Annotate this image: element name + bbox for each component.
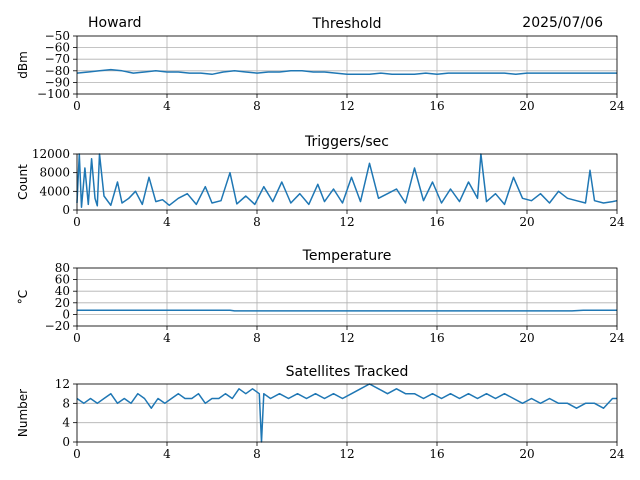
- x-tick-label: 24: [609, 215, 625, 229]
- header-date: 2025/07/06: [522, 15, 603, 31]
- x-tick-label: 0: [73, 331, 81, 345]
- x-tick-label: 16: [429, 99, 444, 113]
- x-tick-label: 16: [429, 215, 444, 229]
- y-tick-label: −70: [45, 52, 70, 66]
- series-line: [76, 153, 618, 208]
- x-tick-label: 8: [253, 331, 261, 345]
- y-tick-label: 4000: [39, 184, 70, 198]
- x-tick-label: 0: [73, 447, 81, 461]
- y-tick-label: 8000: [39, 166, 70, 180]
- chart-panel-4: 0 4 8 12 16 20 24 0 4 8 12 Satellites Tracked Number: [16, 364, 625, 461]
- y-tick-label: 20: [55, 296, 70, 310]
- y-tick-label: −90: [45, 75, 70, 89]
- y-tick-label: 0: [62, 203, 70, 217]
- chart-panel-2: 0 4 8 12 16 20 24 0 4000 8000 12000 Triggers/sec Cou…: [16, 134, 625, 229]
- x-tick-label: 4: [163, 447, 171, 461]
- x-tick-label: 4: [163, 215, 171, 229]
- y-tick-label: 80: [55, 261, 70, 275]
- x-tick-label: 8: [253, 99, 261, 113]
- x-tick-label: 16: [429, 447, 444, 461]
- series-line: [77, 309, 617, 312]
- x-tick-label: 24: [609, 331, 625, 345]
- x-tick-label: 12: [339, 447, 354, 461]
- x-tick-label: 8: [253, 447, 261, 461]
- x-tick-label: 24: [609, 447, 625, 461]
- series-line: [76, 383, 617, 443]
- y-axis-label: Count: [16, 164, 30, 200]
- y-tick-label: −80: [45, 64, 70, 78]
- x-tick-label: 20: [519, 215, 534, 229]
- x-tick-label: 0: [73, 99, 81, 113]
- header-station: Howard: [88, 15, 142, 31]
- x-tick-label: 20: [519, 447, 534, 461]
- y-tick-label: 12: [55, 377, 70, 391]
- series-line: [76, 68, 617, 76]
- y-axis-label: dBm: [16, 51, 30, 79]
- x-tick-label: 20: [519, 99, 534, 113]
- chart-title: Triggers/sec: [304, 134, 389, 150]
- y-axis-label: Number: [16, 389, 30, 437]
- x-tick-label: 12: [339, 99, 354, 113]
- y-tick-label: 0: [62, 435, 70, 449]
- y-tick-label: 12000: [32, 147, 70, 161]
- x-tick-label: 4: [163, 331, 171, 345]
- chart-panel-1: 0 4 8 12 16 20 24 −100−90−80−70−60−50 Threshold d…: [16, 16, 625, 113]
- x-tick-label: 8: [253, 215, 261, 229]
- x-tick-label: 0: [73, 215, 81, 229]
- y-tick-label: −50: [45, 29, 70, 43]
- x-tick-label: 12: [339, 215, 354, 229]
- chart-title: Temperature: [302, 248, 392, 264]
- x-tick-label: 4: [163, 99, 171, 113]
- y-tick-label: −60: [45, 41, 70, 55]
- x-tick-label: 24: [609, 99, 625, 113]
- y-tick-label: 60: [55, 273, 70, 287]
- x-tick-label: 20: [519, 331, 534, 345]
- x-tick-label: 16: [429, 331, 444, 345]
- chart-title: Threshold: [312, 16, 382, 32]
- y-tick-label: 8: [62, 396, 70, 410]
- y-tick-label: 0: [62, 307, 70, 321]
- y-tick-label: 4: [62, 416, 70, 430]
- x-tick-label: 12: [339, 331, 354, 345]
- y-tick-label: 40: [55, 284, 70, 298]
- y-axis-label: °C: [16, 290, 30, 304]
- y-tick-label: −20: [45, 319, 70, 333]
- y-tick-label: −100: [37, 87, 70, 101]
- chart-title: Satellites Tracked: [286, 364, 409, 380]
